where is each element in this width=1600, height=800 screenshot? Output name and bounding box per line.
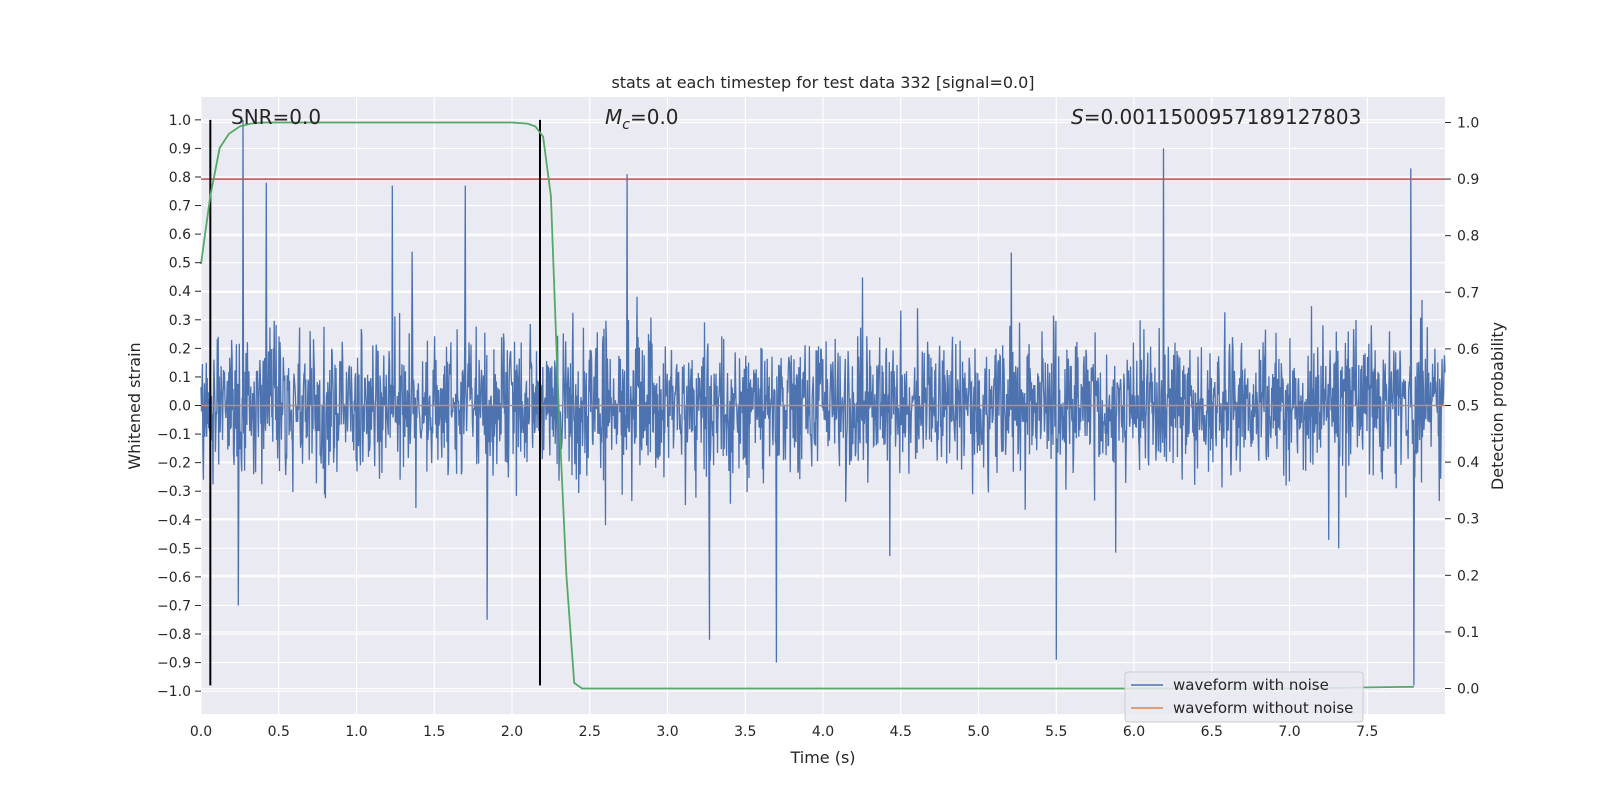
y2-tick-label: 0.1 [1457, 625, 1479, 641]
annotation-mc-value: =0.0 [630, 105, 679, 129]
y-tick-label: −0.1 [157, 427, 191, 443]
y2-tick-label: 0.4 [1457, 455, 1479, 471]
y2-tick-label: 0.3 [1457, 512, 1479, 528]
y2-tick-label: 0.0 [1457, 682, 1479, 698]
x-tick-label: 5.0 [967, 724, 989, 740]
x-tick-label: 3.5 [734, 724, 756, 740]
y-tick-label: 1.0 [169, 113, 191, 129]
y-tick-label: −0.8 [157, 627, 191, 643]
x-tick-label: 0.5 [268, 724, 290, 740]
legend-label-clean: waveform without noise [1173, 699, 1353, 717]
x-tick-label: 4.5 [890, 724, 912, 740]
legend-box [1124, 671, 1364, 723]
y-tick-label: −0.5 [157, 541, 191, 557]
vertical-markers [209, 119, 541, 686]
x-tick-label: 2.5 [579, 724, 601, 740]
x-tick-label: 2.0 [501, 724, 523, 740]
y-tick-label: 0.1 [169, 370, 191, 386]
y-tick-label: −0.4 [157, 513, 191, 529]
y-tick-label: 0.5 [169, 256, 191, 272]
y2-axis-label: Detection probability [1488, 322, 1507, 490]
x-axis-ticks: 0.0 0.5 1.0 1.5 2.0 2.5 3.0 3.5 4.0 4.5 5.0 5.5 6.0 6… [190, 724, 1379, 740]
y-tick-label: 0.2 [169, 341, 191, 357]
y2-tick-label: 0.9 [1457, 172, 1479, 188]
y-tick-label: 0.4 [169, 284, 191, 300]
series-detection-probability [200, 121, 1414, 690]
x-axis-label: Time (s) [789, 748, 855, 767]
y-tick-label: −0.2 [157, 456, 191, 472]
y-tick-label: 0.9 [169, 141, 191, 157]
annotation-mc-symbol: M [605, 105, 622, 129]
x-tick-label: 0.0 [190, 724, 212, 740]
y2-tick-label: 0.5 [1457, 399, 1479, 415]
annotation-snr: SNR=0.0 [231, 105, 321, 129]
annotation-s-statistic: S=0.0011500957189127803 [1071, 105, 1361, 129]
y2-tick-label: 0.7 [1457, 285, 1479, 301]
x-tick-label: 5.5 [1045, 724, 1067, 740]
x-tick-label: 7.5 [1356, 724, 1378, 740]
annotation-s-value: =0.0011500957189127803 [1084, 105, 1362, 129]
y-tick-label: 0.3 [169, 313, 191, 329]
y-tick-label: −0.9 [157, 656, 191, 672]
y2-axis-ticks: 1.0 0.9 0.8 0.7 0.6 0.5 0.4 0.3 0.2 0.1 0.0 [1445, 115, 1479, 698]
annotation-mc-subscript: c [622, 117, 630, 133]
series-waveform-with-noise [200, 119, 1446, 686]
y2-tick-label: 0.8 [1457, 229, 1479, 245]
y-axis-ticks: 1.0 0.9 0.8 0.7 0.6 0.5 0.4 0.3 0.2 0.1 0.0 −0.1 −0.… [157, 113, 201, 700]
y-tick-label: 0.0 [169, 399, 191, 415]
y-axis-label: Whitened strain [125, 342, 144, 469]
x-tick-label: 7.0 [1278, 724, 1300, 740]
annotation-s-symbol: S [1071, 105, 1084, 129]
x-tick-label: 6.5 [1201, 724, 1223, 740]
x-tick-label: 4.0 [812, 724, 834, 740]
y-tick-label: −0.3 [157, 484, 191, 500]
y2-tick-label: 0.6 [1457, 342, 1479, 358]
y-tick-label: 0.6 [169, 227, 191, 243]
y-tick-label: 0.8 [169, 170, 191, 186]
y-tick-label: −1.0 [157, 684, 191, 700]
y2-tick-label: 0.2 [1457, 568, 1479, 584]
y2-tick-label: 1.0 [1457, 115, 1479, 131]
detection-probability-line [200, 121, 1414, 690]
y-tick-label: −0.7 [157, 598, 191, 614]
x-tick-label: 3.0 [656, 724, 678, 740]
noise-waveform-line [200, 119, 1446, 686]
annotation-chirp-mass: Mc=0.0 [605, 105, 679, 133]
x-tick-label: 6.0 [1123, 724, 1145, 740]
chart-title: stats at each timestep for test data 332… [611, 73, 1034, 92]
y-tick-label: 0.7 [169, 199, 191, 215]
legend-label-noise: waveform with noise [1173, 676, 1329, 694]
x-tick-label: 1.5 [423, 724, 445, 740]
y-tick-label: −0.6 [157, 570, 191, 586]
legend: waveform with noise waveform without noi… [1124, 671, 1364, 723]
x-tick-label: 1.0 [345, 724, 367, 740]
